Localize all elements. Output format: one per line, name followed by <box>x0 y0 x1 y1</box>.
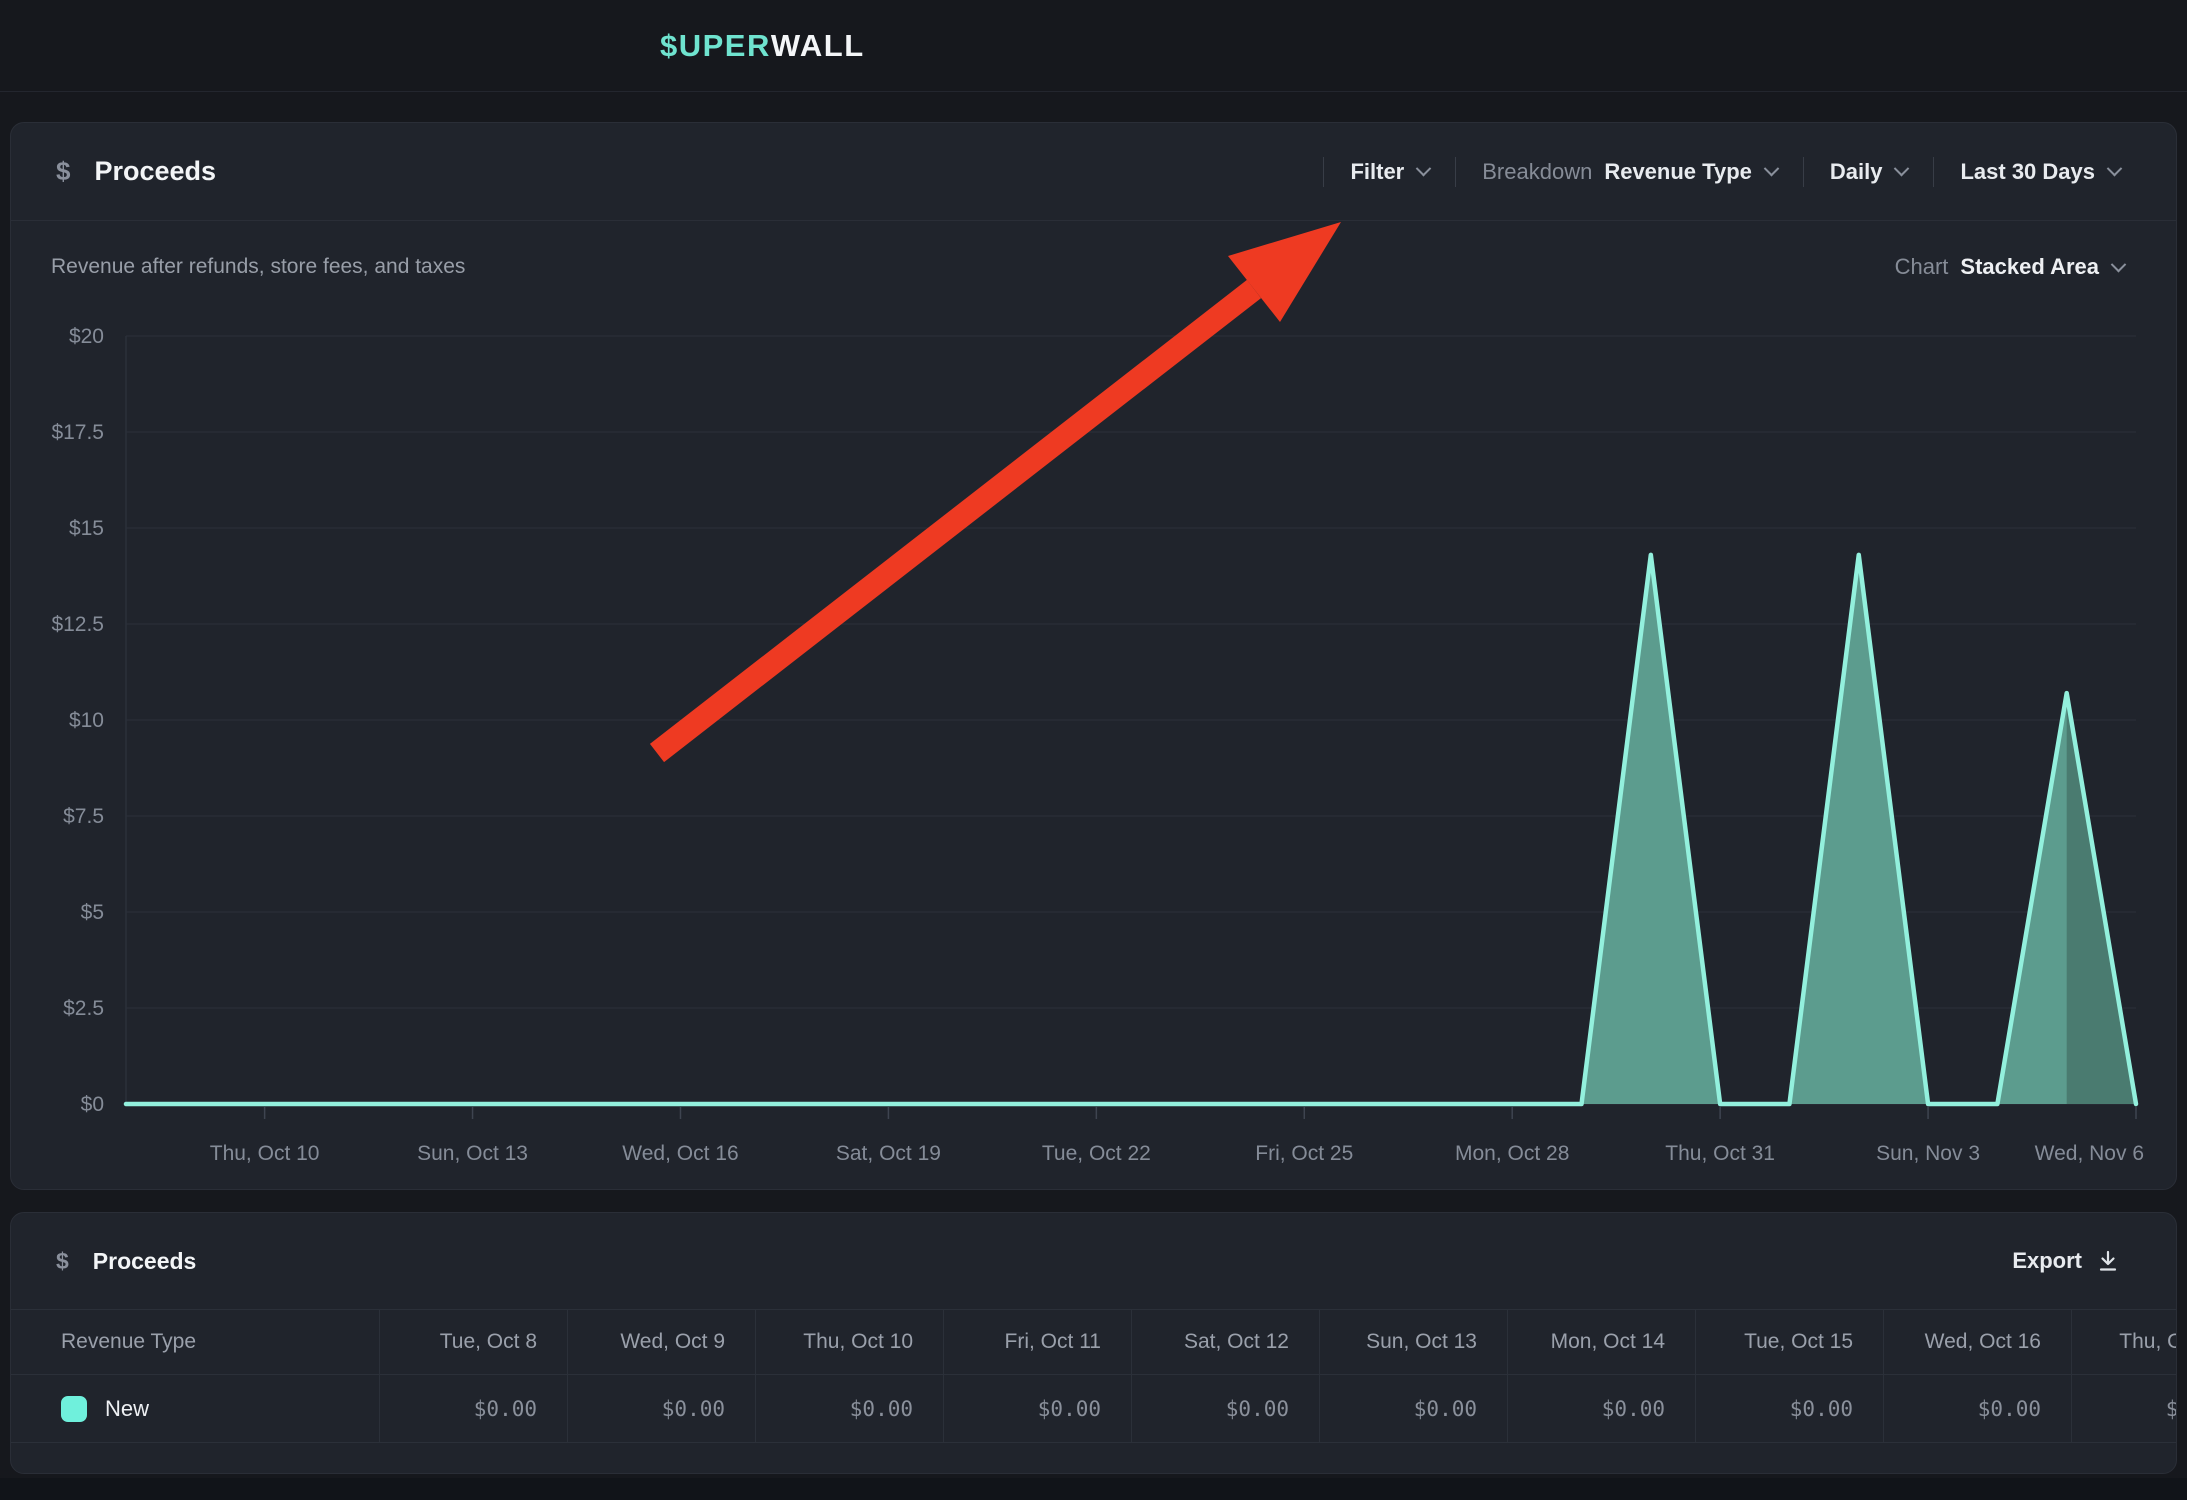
legend-series-new[interactable]: New <box>11 1375 379 1442</box>
proceeds-table-panel: $ Proceeds Export Revenue TypeTue, Oct 8… <box>10 1212 2177 1474</box>
table-panel-header: $ Proceeds Export <box>11 1213 2176 1309</box>
y-axis-tick-label: $2.5 <box>63 997 104 1020</box>
y-axis-tick-label: $0 <box>81 1093 104 1116</box>
x-axis-tick-label: Tue, Oct 22 <box>1042 1142 1151 1165</box>
logo-wall-part: WALL <box>771 28 865 64</box>
table-cell-value: $0.00 <box>2071 1375 2177 1442</box>
logo-dollar-part: $UPER <box>660 28 771 64</box>
download-icon <box>2096 1249 2120 1273</box>
table-cell-value: $0.00 <box>755 1375 943 1442</box>
x-axis-tick-label: Thu, Oct 31 <box>1665 1142 1775 1165</box>
column-header: Fri, Oct 11 <box>943 1310 1131 1374</box>
column-header: Thu, Oct 17 <box>2071 1310 2177 1374</box>
proceeds-table: Revenue TypeTue, Oct 8Wed, Oct 9Thu, Oct… <box>11 1309 2177 1443</box>
bottom-panel-edge <box>0 1478 2187 1500</box>
table-cell-value: $0.00 <box>379 1375 567 1442</box>
x-axis-tick-label: Wed, Oct 16 <box>622 1142 738 1165</box>
x-axis-tick-label: Thu, Oct 10 <box>210 1142 320 1165</box>
column-header: Wed, Oct 9 <box>567 1310 755 1374</box>
column-header: Tue, Oct 8 <box>379 1310 567 1374</box>
x-axis-tick-label: Sun, Nov 3 <box>1876 1142 1980 1165</box>
x-axis-tick-label: Mon, Oct 28 <box>1455 1142 1569 1165</box>
x-axis-tick-label: Sun, Oct 13 <box>417 1142 528 1165</box>
y-axis-tick-label: $10 <box>69 709 104 732</box>
export-button[interactable]: Export <box>2012 1248 2120 1274</box>
superwall-logo[interactable]: $UPERWALL <box>660 0 865 92</box>
column-header: Revenue Type <box>11 1310 379 1374</box>
dollar-icon: $ <box>56 1248 69 1275</box>
x-axis-tick-label: Sat, Oct 19 <box>836 1142 941 1165</box>
table-title: Proceeds <box>93 1248 197 1275</box>
table-cell-value: $0.00 <box>1131 1375 1319 1442</box>
proceeds-stacked-area-chart[interactable]: $0 $2.5 $5 $7.5 $10 $12.5 $15 $17.5 $20 Thu, Oct … <box>11 123 2177 1190</box>
x-axis-tick-label: Wed, Nov 6 <box>2035 1142 2144 1165</box>
table-cell-value: $0.00 <box>1695 1375 1883 1442</box>
y-axis-tick-label: $12.5 <box>51 613 104 636</box>
proceeds-chart-panel: $ Proceeds Filter Breakdown Revenue Type… <box>10 122 2177 1190</box>
table-cell-value: $0.00 <box>943 1375 1131 1442</box>
column-header: Mon, Oct 14 <box>1507 1310 1695 1374</box>
table-header-row: Revenue TypeTue, Oct 8Wed, Oct 9Thu, Oct… <box>11 1309 2177 1375</box>
table-row: New$0.00$0.00$0.00$0.00$0.00$0.00$0.00$0… <box>11 1375 2177 1443</box>
y-axis-tick-label: $17.5 <box>51 421 104 444</box>
y-axis-tick-label: $20 <box>69 325 104 348</box>
y-axis-tick-label: $15 <box>69 517 104 540</box>
table-cell-value: $0.00 <box>1883 1375 2071 1442</box>
column-header: Sat, Oct 12 <box>1131 1310 1319 1374</box>
column-header: Tue, Oct 15 <box>1695 1310 1883 1374</box>
column-header: Sun, Oct 13 <box>1319 1310 1507 1374</box>
series-color-swatch <box>61 1396 87 1422</box>
y-axis-tick-label: $5 <box>81 901 104 924</box>
column-header: Wed, Oct 16 <box>1883 1310 2071 1374</box>
table-cell-value: $0.00 <box>1319 1375 1507 1442</box>
topbar: $UPERWALL <box>0 0 2187 92</box>
table-cell-value: $0.00 <box>567 1375 755 1442</box>
column-header: Thu, Oct 10 <box>755 1310 943 1374</box>
x-axis-tick-label: Fri, Oct 25 <box>1255 1142 1353 1165</box>
table-cell-value: $0.00 <box>1507 1375 1695 1442</box>
series-label: New <box>105 1396 149 1422</box>
y-axis-tick-label: $7.5 <box>63 805 104 828</box>
